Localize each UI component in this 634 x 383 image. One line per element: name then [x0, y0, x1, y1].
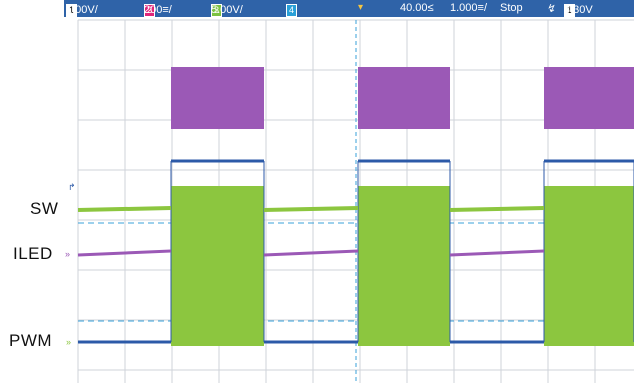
- sw-idle-level: [263, 206, 359, 212]
- sw-switching-burst: [358, 186, 450, 346]
- ch2-number: 2: [144, 4, 155, 17]
- trigger-position-icon: ▾: [358, 2, 364, 13]
- ch3-scale: 5.00V/: [211, 4, 243, 16]
- ch1-marker-icon: ↱: [68, 182, 76, 192]
- iled-idle-level: [263, 249, 359, 257]
- timebase[interactable]: 1.000≡/: [450, 2, 488, 14]
- ch3-number: 3: [211, 4, 222, 17]
- trigger-channel: 1: [564, 4, 575, 17]
- sw-switching-burst: [171, 186, 264, 346]
- sw-label: SW: [30, 199, 59, 218]
- waveform-traces: ↱ » »: [65, 67, 634, 347]
- sw-idle-level: [449, 206, 545, 212]
- trigger-level: 3.30V: [564, 4, 593, 16]
- ch2-marker-icon: »: [65, 249, 70, 259]
- iled-label: ILED: [13, 244, 53, 263]
- iled-current-burst: [171, 67, 264, 129]
- sw-idle-level: [77, 206, 172, 212]
- ch3-marker-icon: »: [66, 337, 71, 347]
- time-position[interactable]: 40.00≤: [400, 2, 434, 14]
- trigger-edge-icon: ↯: [546, 3, 556, 15]
- scope-status-bar: 1 1.00V/ 2 200≡/ 3 5.00V/ 4 ▾ 40.00≤ 1.000≡…: [64, 0, 634, 17]
- iled-current-burst: [544, 67, 634, 129]
- ch4-number: 4: [286, 4, 297, 17]
- ch1-scale: 1.00V/: [66, 4, 98, 16]
- pwm-label: PWM: [9, 331, 53, 350]
- run-state[interactable]: Stop: [500, 2, 523, 14]
- iled-current-burst: [358, 67, 450, 129]
- iled-idle-level: [77, 249, 172, 257]
- ch2-scale: 200≡/: [144, 4, 172, 16]
- sw-switching-burst: [544, 186, 634, 346]
- iled-idle-level: [449, 249, 545, 257]
- ch1-number: 1: [66, 4, 77, 17]
